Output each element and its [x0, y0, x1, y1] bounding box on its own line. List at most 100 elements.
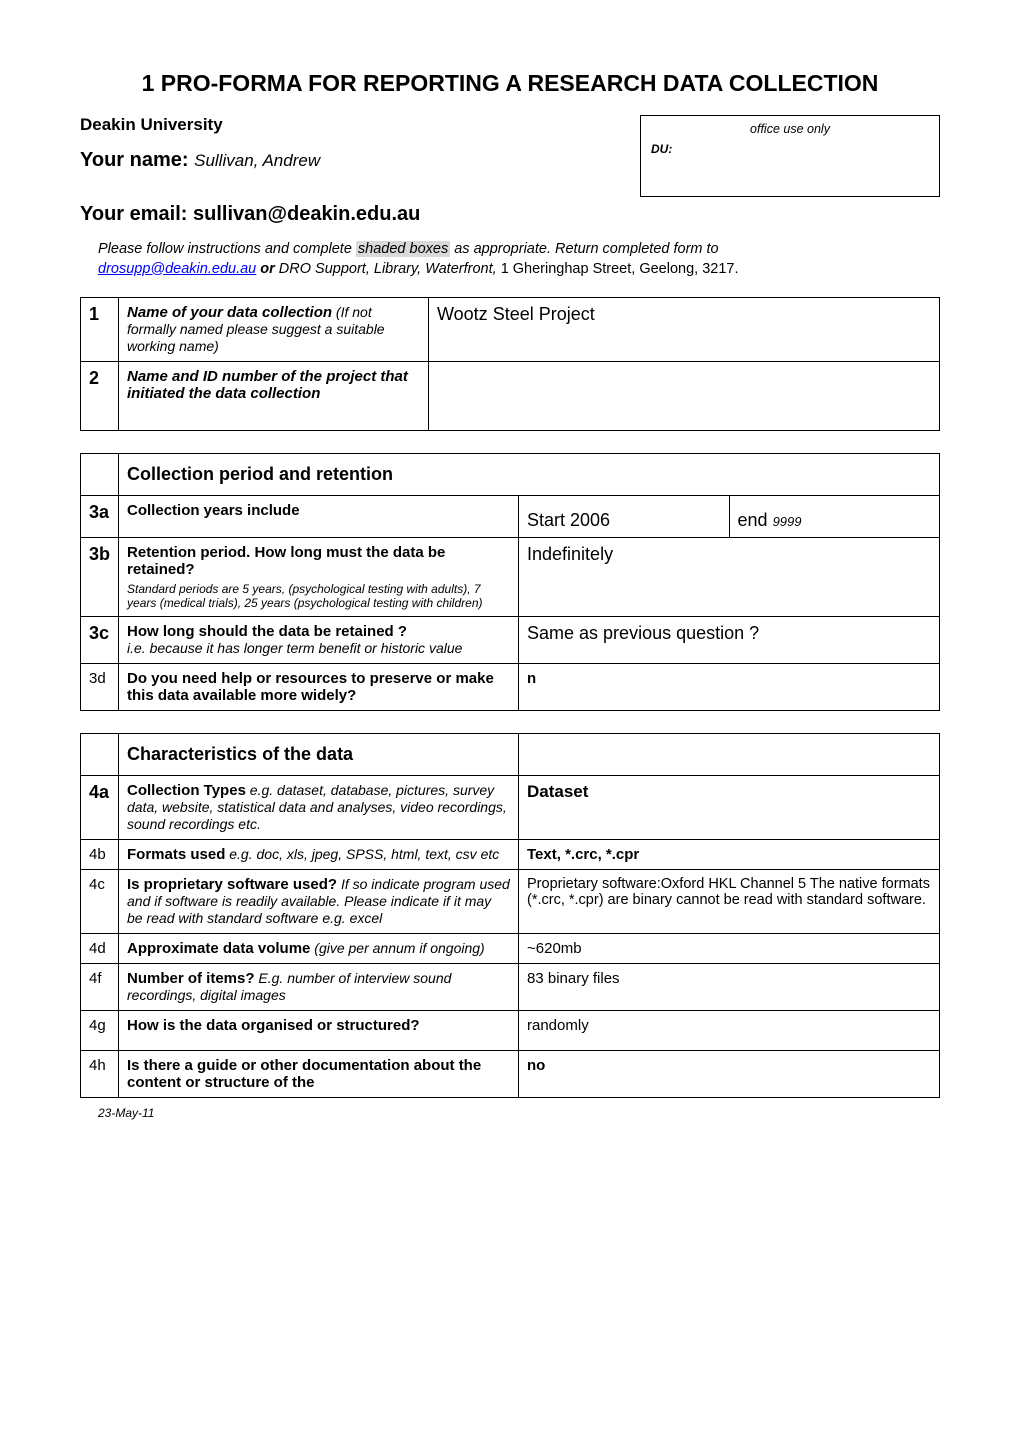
row-num: 4g	[81, 1011, 119, 1051]
email-value: sullivan@deakin.edu.au	[193, 203, 420, 225]
row-value: no	[519, 1051, 940, 1098]
end-label: end	[738, 510, 773, 530]
row-value: randomly	[519, 1011, 940, 1051]
blank-cell	[81, 734, 119, 776]
row-label: Retention period. How long must the data…	[119, 538, 519, 617]
row-value: ~620mb	[519, 934, 940, 964]
label-bold: Is there a guide or other documentation …	[127, 1057, 481, 1091]
label-bold: Retention period. How long must the data…	[127, 544, 445, 578]
value-bold: Text, *.crc, *.cpr	[527, 846, 639, 863]
row-value: Text, *.crc, *.cpr	[519, 840, 940, 870]
row-value	[429, 362, 940, 431]
row-num: 2	[81, 362, 119, 431]
end-year-cell: end 9999	[730, 496, 940, 537]
instr-or: or	[256, 261, 279, 277]
section-header-row: Collection period and retention	[81, 454, 940, 496]
row-num: 3b	[81, 538, 119, 617]
row-num: 4d	[81, 934, 119, 964]
value-bold: no	[527, 1057, 545, 1074]
label-sub: i.e. because it has longer term benefit …	[127, 640, 462, 656]
label-sub: Standard periods are 5 years, (psycholog…	[127, 582, 510, 610]
row-value: Wootz Steel Project	[429, 298, 940, 362]
label-bold: Name of your data collection	[127, 304, 332, 321]
row-num: 4h	[81, 1051, 119, 1098]
row-label: Collection Types e.g. dataset, database,…	[119, 776, 519, 840]
row-num: 4c	[81, 870, 119, 934]
row-4b: 4b Formats used e.g. doc, xls, jpeg, SPS…	[81, 840, 940, 870]
label-bold: Formats used	[127, 846, 225, 863]
row-label: Is proprietary software used? If so indi…	[119, 870, 519, 934]
row-num: 4b	[81, 840, 119, 870]
row-4d: 4d Approximate data volume (give per ann…	[81, 934, 940, 964]
section-header-row: Characteristics of the data	[81, 734, 940, 776]
label-bold: Name and ID number of the project that i…	[127, 368, 408, 402]
instr-email-link[interactable]: drosupp@deakin.edu.au	[98, 261, 256, 277]
label-bold: Is proprietary software used?	[127, 876, 337, 893]
org-name: Deakin University	[80, 115, 640, 135]
label-sub: e.g. doc, xls, jpeg, SPSS, html, text, c…	[225, 846, 499, 862]
row-label: Name of your data collection (If not for…	[119, 298, 429, 362]
start-year: Start 2006	[519, 496, 730, 537]
name-label: Your name:	[80, 149, 189, 171]
footer-date: 23-May-11	[98, 1106, 940, 1120]
row-num: 1	[81, 298, 119, 362]
row-value: Start 2006 end 9999	[519, 496, 940, 538]
row-label: How is the data organised or structured?	[119, 1011, 519, 1051]
instr-post: DRO Support, Library, Waterfront,	[279, 261, 501, 277]
instr-shaded: shaded boxes	[356, 241, 450, 257]
row-3d: 3d Do you need help or resources to pres…	[81, 664, 940, 711]
table-retention: Collection period and retention 3a Colle…	[80, 453, 940, 711]
row-2: 2 Name and ID number of the project that…	[81, 362, 940, 431]
instr-addr: 1 Gheringhap Street, Geelong, 3217.	[501, 261, 739, 277]
section-title: Collection period and retention	[119, 454, 940, 496]
row-num: 3c	[81, 617, 119, 664]
row-num: 4f	[81, 964, 119, 1011]
label-bold: How is the data organised or structured?	[127, 1017, 420, 1034]
row-label: Number of items? E.g. number of intervie…	[119, 964, 519, 1011]
section-title: Characteristics of the data	[119, 734, 519, 776]
end-value: 9999	[773, 514, 802, 529]
row-4f: 4f Number of items? E.g. number of inter…	[81, 964, 940, 1011]
header-row: Deakin University Your name: Sullivan, A…	[80, 115, 940, 197]
row-4c: 4c Is proprietary software used? If so i…	[81, 870, 940, 934]
label-sub: (give per annum if ongoing)	[310, 940, 484, 956]
row-4a: 4a Collection Types e.g. dataset, databa…	[81, 776, 940, 840]
row-label: Collection years include	[119, 496, 519, 538]
value-bold: Dataset	[527, 782, 588, 801]
instr-mid: as appropriate. Return completed form to	[450, 241, 718, 257]
row-value: Dataset	[519, 776, 940, 840]
row-3c: 3c How long should the data be retained …	[81, 617, 940, 664]
row-4g: 4g How is the data organised or structur…	[81, 1011, 940, 1051]
row-value: Indefinitely	[519, 538, 940, 617]
row-1: 1 Name of your data collection (If not f…	[81, 298, 940, 362]
blank-cell	[519, 734, 940, 776]
row-3b: 3b Retention period. How long must the d…	[81, 538, 940, 617]
table-characteristics: Characteristics of the data 4a Collectio…	[80, 733, 940, 1098]
office-du: DU:	[651, 142, 929, 156]
row-label: Formats used e.g. doc, xls, jpeg, SPSS, …	[119, 840, 519, 870]
your-name-line: Your name: Sullivan, Andrew	[80, 149, 640, 172]
row-label: Do you need help or resources to preserv…	[119, 664, 519, 711]
email-label: Your email:	[80, 203, 187, 225]
row-value: Proprietary software:Oxford HKL Channel …	[519, 870, 940, 934]
label-bold: Collection years include	[127, 502, 300, 519]
instr-pre: Please follow instructions and complete	[98, 241, 356, 257]
label-bold: How long should the data be retained ?	[127, 623, 407, 640]
row-4h: 4h Is there a guide or other documentati…	[81, 1051, 940, 1098]
instructions: Please follow instructions and complete …	[98, 240, 940, 279]
table-identity: 1 Name of your data collection (If not f…	[80, 297, 940, 431]
row-num: 3d	[81, 664, 119, 711]
row-value: Same as previous question ?	[519, 617, 940, 664]
label-bold: Approximate data volume	[127, 940, 310, 957]
name-value: Sullivan, Andrew	[194, 151, 320, 170]
row-label: How long should the data be retained ? i…	[119, 617, 519, 664]
row-num: 3a	[81, 496, 119, 538]
office-use-box: office use only DU:	[640, 115, 940, 197]
page-title: 1 PRO-FORMA FOR REPORTING A RESEARCH DAT…	[80, 70, 940, 97]
label-bold: Number of items?	[127, 970, 255, 987]
row-value: 83 binary files	[519, 964, 940, 1011]
row-3a: 3a Collection years include Start 2006 e…	[81, 496, 940, 538]
your-email-line: Your email: sullivan@deakin.edu.au	[80, 203, 940, 226]
row-num: 4a	[81, 776, 119, 840]
label-bold: Collection Types	[127, 782, 246, 799]
